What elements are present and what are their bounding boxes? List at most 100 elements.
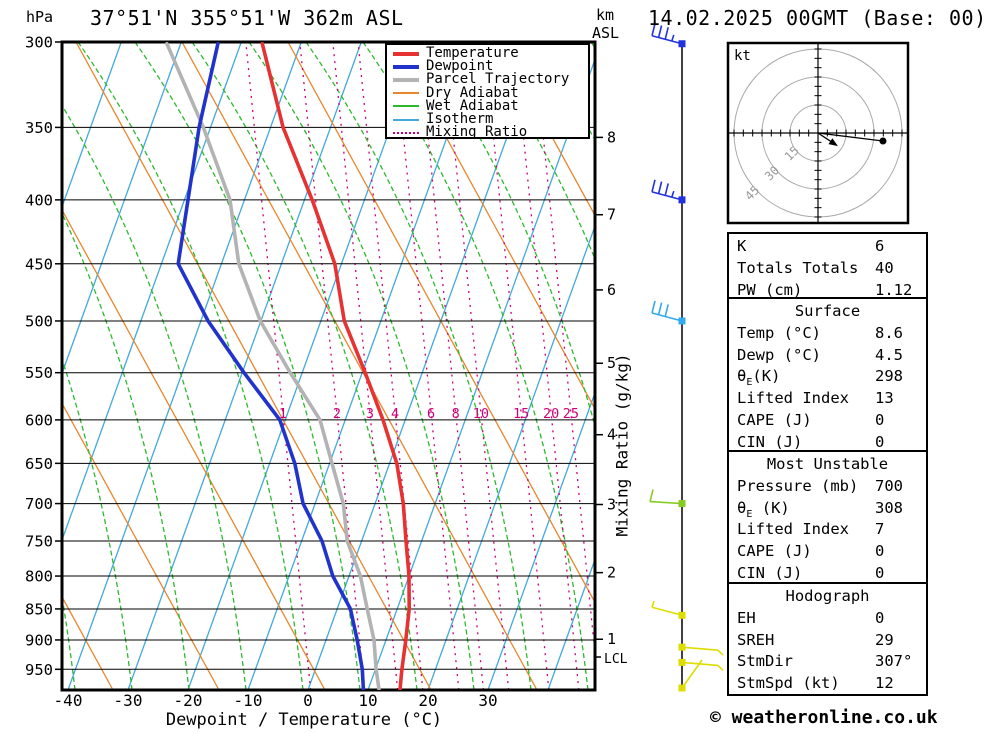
wet-adiabat-line [62, 357, 133, 690]
table-cell-value: 307° [875, 652, 913, 671]
table-row: Totals Totals 40 [729, 258, 926, 280]
table-row: Dewp (°C) 4.5 [729, 345, 926, 367]
legend-label: Temperature [426, 45, 519, 62]
table-row: StmSpd (kt) 12 [729, 673, 926, 695]
lcl-label: LCL [604, 652, 628, 667]
stats-table: K 6 Totals Totals 40 PW (cm) 1.12 [727, 232, 928, 299]
table-cell-value: 6 [875, 237, 885, 255]
table-cell-label: SREH [737, 630, 775, 649]
wet-adiabat-line [77, 42, 304, 690]
legend-label: Parcel Trajectory [426, 71, 570, 88]
isotherm-line [307, 42, 542, 690]
table-row: Pressure (mb) 700 [729, 476, 926, 498]
table-row: CAPE (J) 0 [729, 410, 926, 432]
pressure-tick-label: 800 [25, 568, 53, 586]
km-tick-label: 5 [607, 354, 616, 372]
temp-tick-label: 30 [478, 691, 497, 710]
stats-table: Most Unstable Pressure (mb) 700 θE (K) 308 Li… [727, 450, 928, 584]
isotherm-line [62, 42, 122, 209]
mixing-ratio-line [245, 42, 312, 690]
table-cell-value: 29 [875, 630, 894, 649]
mixing-ratio-label: 10 [473, 406, 489, 422]
wet-adiabat-line [62, 104, 247, 690]
wet-adiabat-line [134, 42, 361, 690]
table-cell-value: 13 [875, 389, 894, 408]
dry-adiabat-line [62, 595, 114, 690]
storm-motion-arrowhead [828, 138, 838, 147]
table-row: Lifted Index 7 [729, 519, 926, 541]
profile-dewpoint [176, 42, 366, 690]
km-tick-label: 2 [607, 564, 616, 582]
wind-barb [678, 643, 724, 656]
wet-adiabat-line [305, 42, 532, 690]
stats-table: Surface Temp (°C) 8.6 Dewp (°C) 4.5 θE(K) 298 L… [727, 297, 928, 452]
table-cell-label: Totals Totals [737, 258, 859, 277]
legend-sample-line [393, 131, 419, 134]
mixing-ratio-label: 3 [366, 406, 374, 422]
km-tick-label: 8 [607, 128, 616, 146]
pressure-tick-label: 400 [25, 191, 53, 209]
isotherm-line [62, 42, 242, 542]
pressure-tick-label: 500 [25, 312, 53, 330]
table-cell-label: Dewp (°C) [737, 345, 821, 364]
asl-axis-unit: ASL [592, 24, 620, 42]
hodograph-trace-dot [879, 137, 887, 145]
pressure-tick-label: 950 [25, 661, 53, 679]
pressure-tick-label: 350 [25, 119, 53, 137]
mixing-ratio-label: 8 [452, 406, 460, 422]
dry-adiabat-line [62, 402, 220, 690]
wind-barb [651, 300, 686, 325]
legend-sample-line [393, 118, 419, 121]
km-tick-label: 1 [607, 630, 616, 648]
dry-adiabat-line [181, 42, 538, 690]
wet-adiabat-line [191, 42, 418, 690]
legend-row: Dry Adiabat [387, 86, 588, 100]
isotherm-line [67, 42, 302, 690]
table-cell-value: 4.5 [875, 345, 903, 364]
pressure-tick-label: 600 [25, 411, 53, 429]
table-cell-label: θE(K) [737, 367, 781, 389]
wind-barb-column [649, 23, 724, 692]
table-cell-value: 0 [875, 410, 885, 429]
pressure-tick-label: 650 [25, 455, 53, 473]
table-title: Hodograph [785, 587, 870, 605]
legend-sample-line [393, 77, 419, 82]
mixing-ratio-label: 1 [279, 406, 287, 422]
copyright: © weatheronline.co.uk [710, 707, 938, 728]
dry-adiabat-line [393, 42, 595, 411]
wind-barb [678, 659, 703, 692]
temp-tick-label: -40 [54, 691, 83, 710]
km-tick-label: 7 [607, 206, 616, 224]
table-row: CIN (J) 0 [729, 563, 926, 585]
pressure-axis-unit: hPa [26, 8, 54, 26]
table-cell-value: 298 [875, 367, 903, 386]
legend-sample-line [393, 64, 419, 69]
isotherm-line [427, 224, 595, 690]
temp-tick-label: -10 [234, 691, 263, 710]
table-cell-value: 0 [875, 432, 885, 451]
isotherm-line [367, 57, 595, 690]
temp-tick-label: -30 [114, 691, 143, 710]
table-cell-value: 7 [875, 520, 885, 539]
legend-label: Isotherm [426, 111, 494, 128]
mixing-ratio-label: 6 [427, 406, 435, 422]
mixing-ratio-line [299, 42, 366, 690]
temp-tick-label: 10 [358, 691, 377, 710]
table-cell-label: θE (K) [737, 498, 790, 520]
table-row: Temp (°C) 8.6 [729, 323, 926, 345]
wet-adiabat-line [0, 42, 18, 690]
table-cell-value: 0 [875, 608, 885, 627]
table-cell-label: Lifted Index [737, 520, 849, 539]
table-row: θE(K) 298 [729, 366, 926, 388]
legend-label: Wet Adiabat [426, 97, 519, 114]
table-cell-label: CAPE (J) [737, 410, 812, 429]
isotherm-line [487, 390, 595, 690]
km-axis-unit: km [596, 6, 615, 24]
km-tick-label: 3 [607, 496, 616, 514]
dry-adiabat-line [75, 42, 432, 690]
isotherm-line [247, 42, 482, 690]
table-cell-label: StmSpd (kt) [737, 674, 840, 693]
